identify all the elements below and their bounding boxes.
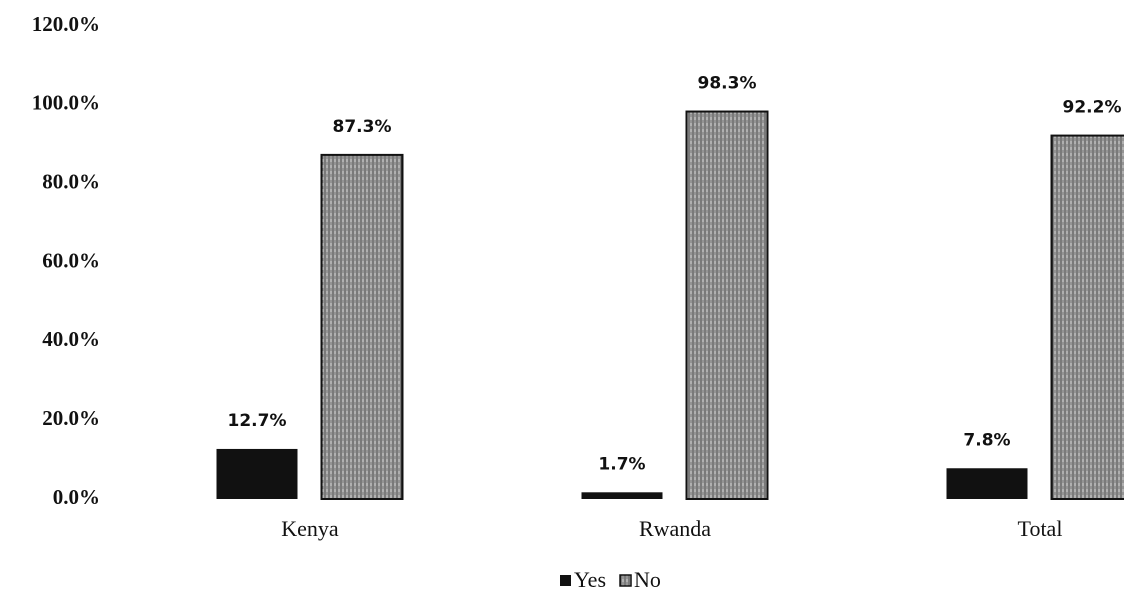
bar bbox=[320, 153, 404, 501]
value-label: 87.3% bbox=[333, 117, 392, 137]
x-tick-label: Kenya bbox=[281, 516, 339, 541]
bar bbox=[216, 448, 298, 499]
y-tick-label: 80.0% bbox=[42, 169, 100, 193]
bar bbox=[1050, 134, 1124, 500]
value-label: 98.3% bbox=[698, 74, 757, 94]
value-label: 7.8% bbox=[963, 430, 1010, 450]
y-tick-label: 100.0% bbox=[32, 91, 100, 115]
legend-label: Yes bbox=[574, 567, 606, 592]
bar bbox=[685, 110, 769, 500]
y-tick-label: 60.0% bbox=[42, 248, 100, 272]
legend-swatch bbox=[560, 575, 571, 586]
value-label: 92.2% bbox=[1063, 98, 1122, 118]
legend-label: No bbox=[634, 567, 661, 592]
value-label: 1.7% bbox=[598, 454, 645, 474]
bar bbox=[581, 492, 663, 499]
bar bbox=[946, 468, 1028, 499]
y-tick-label: 120.0% bbox=[32, 12, 100, 36]
x-tick-label: Total bbox=[1018, 516, 1063, 541]
legend-swatch bbox=[619, 574, 632, 587]
y-tick-label: 40.0% bbox=[42, 327, 100, 351]
value-label: 12.7% bbox=[228, 411, 287, 431]
x-tick-label: Rwanda bbox=[639, 516, 711, 541]
y-tick-label: 20.0% bbox=[42, 406, 100, 430]
y-tick-label: 0.0% bbox=[53, 485, 100, 509]
